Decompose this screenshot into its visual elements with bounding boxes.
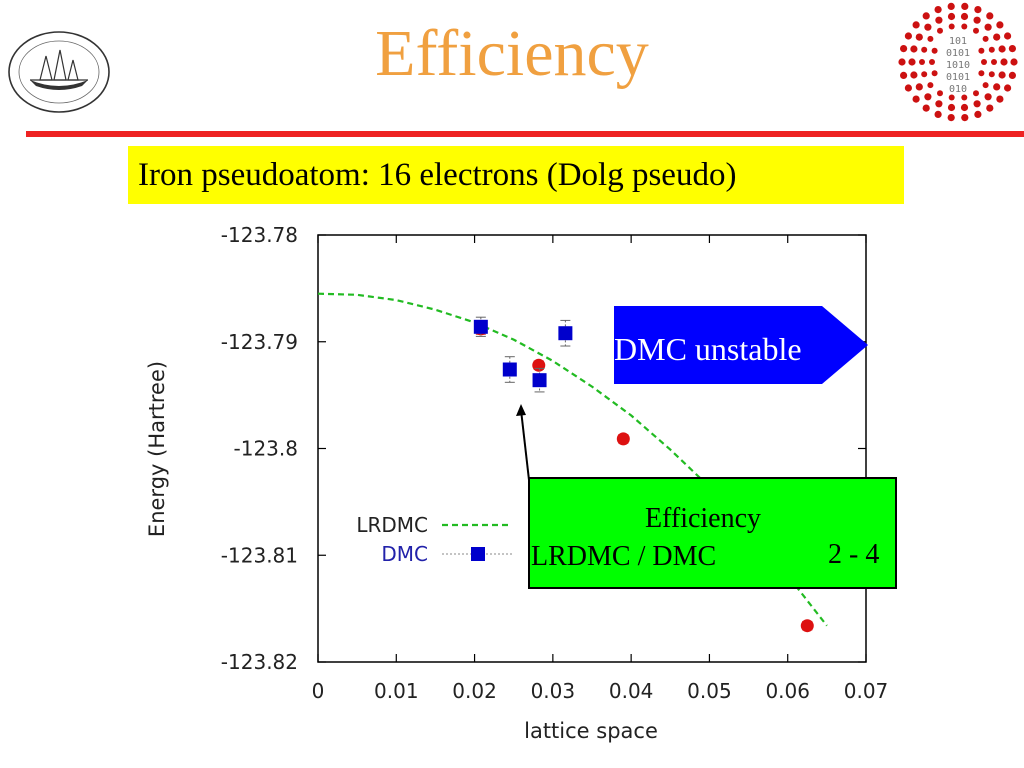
svg-text:101: 101 <box>949 36 967 47</box>
y-tick-label: -123.82 <box>221 650 298 674</box>
legend-label-lrdmc: LRDMC <box>356 513 428 537</box>
efficiency-title: Efficiency <box>645 503 761 534</box>
dmc-point <box>558 326 573 341</box>
chart-legend: LRDMC DMC <box>356 513 512 566</box>
lrdmc-point <box>532 358 546 372</box>
x-axis-label: lattice space <box>524 719 658 743</box>
axis-ticks: 0 0.01 0.02 0.03 0.04 0.05 0.06 0.07 -123.78 -123… <box>221 223 888 703</box>
legend-swatch-square <box>471 547 485 561</box>
x-tick-label: 0.02 <box>452 679 497 703</box>
dmc-point <box>502 362 517 377</box>
svg-text:0101: 0101 <box>946 48 970 59</box>
plot-frame <box>317 234 867 663</box>
plot-border <box>317 234 867 663</box>
lrdmc-point <box>616 432 630 446</box>
x-tick-label: 0.04 <box>609 679 654 703</box>
dmc-point <box>473 319 488 334</box>
lrdmc-point <box>800 619 814 633</box>
x-tick-label: 0.05 <box>687 679 732 703</box>
y-axis-label: Energy (Hartree) <box>145 361 169 537</box>
y-tick-label: -123.8 <box>234 437 298 461</box>
svg-text:0101: 0101 <box>946 72 970 83</box>
series-marks <box>317 292 828 633</box>
university-seal-logo <box>8 31 110 113</box>
dmc-unstable-text: DMC unstable <box>614 331 802 367</box>
svg-text:010: 010 <box>949 84 967 95</box>
efficiency-value: 2 - 4 <box>828 539 879 570</box>
subtitle-banner: Iron pseudoatom: 16 electrons (Dolg pseu… <box>128 146 904 204</box>
x-tick-label: 0 <box>312 679 325 703</box>
y-tick-label: -123.78 <box>221 223 298 247</box>
x-tick-label: 0.01 <box>374 679 419 703</box>
efficiency-ratio: LRDMC / DMC <box>531 541 716 572</box>
dmc-point <box>532 373 547 388</box>
pointer-arrow <box>516 404 530 481</box>
legend-label-dmc: DMC <box>381 542 428 566</box>
slide-title: Efficiency <box>375 17 649 90</box>
efficiency-callout: Efficiency LRDMC / DMC 2 - 4 <box>528 477 897 589</box>
binary-dots-logo: 0101 1010 0101 101 010 <box>898 2 1018 122</box>
title-divider <box>26 131 1024 137</box>
svg-text:1010: 1010 <box>946 60 970 71</box>
y-tick-label: -123.81 <box>221 543 298 567</box>
x-tick-label: 0.03 <box>531 679 576 703</box>
y-tick-label: -123.79 <box>221 330 298 354</box>
dmc-unstable-callout: DMC unstable <box>614 306 868 384</box>
x-tick-label: 0.07 <box>844 679 889 703</box>
x-tick-label: 0.06 <box>765 679 810 703</box>
lrdmc-fit-line <box>317 292 828 627</box>
